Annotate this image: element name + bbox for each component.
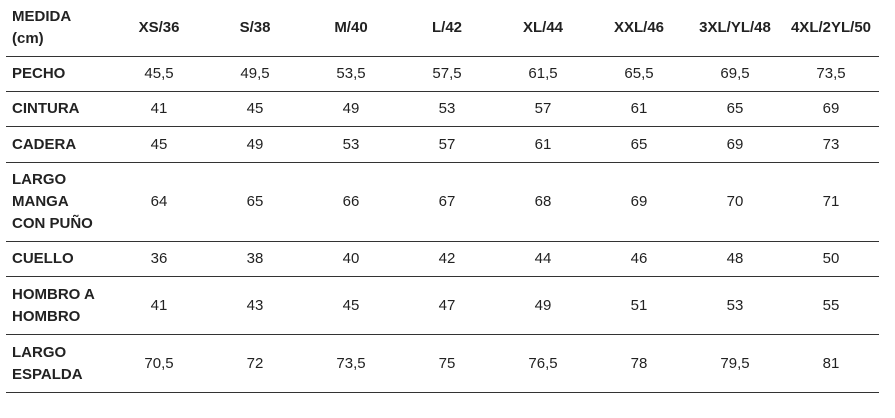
cell-value: 55 <box>783 276 879 335</box>
cell-value: 48 <box>687 241 783 277</box>
row-label: CINTURA <box>6 91 111 127</box>
cell-value: 57 <box>495 91 591 127</box>
cell-value: 78 <box>591 334 687 393</box>
cell-value: 79,5 <box>687 334 783 393</box>
measure-row: LARGO ESPALDA 70,5 72 73,5 75 76,5 78 79,5 81 <box>6 334 879 393</box>
cell-value: 72 <box>207 334 303 393</box>
row-label: LARGO ESPALDA <box>6 334 111 393</box>
cell-value: 49 <box>303 91 399 127</box>
cell-value: 45,5 <box>111 56 207 92</box>
table-body: PECHO 45,5 49,5 53,5 57,5 61,5 65,5 69,5 73,5 CIN… <box>6 56 879 393</box>
cell-value: 41 <box>111 276 207 335</box>
size-header: XS/36 <box>138 19 180 36</box>
row-label: HOMBRO A HOMBRO <box>6 276 111 335</box>
cell-value: 40 <box>303 241 399 277</box>
cell-value: 69,5 <box>687 56 783 92</box>
size-header: L/42 <box>431 19 462 36</box>
cell-value: 53 <box>303 126 399 163</box>
cell-value: 71 <box>783 162 879 242</box>
cell-value: 65 <box>207 162 303 242</box>
header-label: MEDIDA (cm) <box>12 8 72 47</box>
cell-value: 49 <box>495 276 591 335</box>
cell-value: 50 <box>783 241 879 277</box>
cell-value: 73 <box>783 126 879 163</box>
cell-value: 57,5 <box>399 56 495 92</box>
cell-value: 67 <box>399 162 495 242</box>
cell-value: 53,5 <box>303 56 399 92</box>
cell-value: 43 <box>207 276 303 335</box>
size-header: S/38 <box>239 19 271 36</box>
cell-value: 69 <box>783 91 879 127</box>
cell-value: 47 <box>399 276 495 335</box>
row-label: CADERA <box>6 126 111 163</box>
cell-value: 49,5 <box>207 56 303 92</box>
header-row: MEDIDA (cm) XS/36 S/38 M/40 L/42 XL/44 XXL/46 3… <box>6 0 879 57</box>
cell-value: 49 <box>207 126 303 163</box>
measure-row: CINTURA 41 45 49 53 57 61 65 69 <box>6 91 879 127</box>
cell-value: 70 <box>687 162 783 242</box>
cell-value: 61 <box>591 91 687 127</box>
cell-value: 81 <box>783 334 879 393</box>
cell-value: 61,5 <box>495 56 591 92</box>
row-label: CUELLO <box>6 241 111 277</box>
cell-value: 61 <box>495 126 591 163</box>
row-label: PECHO <box>6 56 111 92</box>
size-header: 4XL/2YL/50 <box>790 19 872 36</box>
cell-value: 51 <box>591 276 687 335</box>
measure-row: CADERA 45 49 53 57 61 65 69 73 <box>6 126 879 163</box>
cell-value: 65 <box>687 91 783 127</box>
cell-value: 45 <box>303 276 399 335</box>
cell-value: 69 <box>591 162 687 242</box>
cell-value: 73,5 <box>783 56 879 92</box>
cell-value: 64 <box>111 162 207 242</box>
size-table-page: MEDIDA (cm) XS/36 S/38 M/40 L/42 XL/44 XXL/46 3… <box>6 0 879 393</box>
cell-value: 66 <box>303 162 399 242</box>
size-header: M/40 <box>334 19 368 36</box>
cell-value: 36 <box>111 241 207 277</box>
cell-value: 41 <box>111 91 207 127</box>
cell-value: 45 <box>207 91 303 127</box>
measure-row: LARGO MANGA CON PUÑO 64 65 66 67 68 69 70 71 <box>6 162 879 242</box>
cell-value: 57 <box>399 126 495 163</box>
cell-value: 53 <box>687 276 783 335</box>
cell-value: 44 <box>495 241 591 277</box>
row-label: LARGO MANGA CON PUÑO <box>6 162 111 242</box>
size-table: MEDIDA (cm) XS/36 S/38 M/40 L/42 XL/44 XXL/46 3… <box>6 0 879 393</box>
size-header: 3XL/YL/48 <box>699 19 771 36</box>
cell-value: 65 <box>591 126 687 163</box>
measure-row: PECHO 45,5 49,5 53,5 57,5 61,5 65,5 69,5 73,5 <box>6 56 879 92</box>
cell-value: 75 <box>399 334 495 393</box>
cell-value: 65,5 <box>591 56 687 92</box>
size-header: XL/44 <box>522 19 564 36</box>
cell-value: 38 <box>207 241 303 277</box>
size-header: XXL/46 <box>613 19 665 36</box>
cell-value: 45 <box>111 126 207 163</box>
cell-value: 53 <box>399 91 495 127</box>
cell-value: 73,5 <box>303 334 399 393</box>
cell-value: 46 <box>591 241 687 277</box>
cell-value: 76,5 <box>495 334 591 393</box>
measure-row: CUELLO 36 38 40 42 44 46 48 50 <box>6 241 879 277</box>
cell-value: 70,5 <box>111 334 207 393</box>
measure-row: HOMBRO A HOMBRO 41 43 45 47 49 51 53 55 <box>6 276 879 335</box>
cell-value: 69 <box>687 126 783 163</box>
table-header: MEDIDA (cm) XS/36 S/38 M/40 L/42 XL/44 XXL/46 3… <box>6 0 879 57</box>
cell-value: 42 <box>399 241 495 277</box>
cell-value: 68 <box>495 162 591 242</box>
